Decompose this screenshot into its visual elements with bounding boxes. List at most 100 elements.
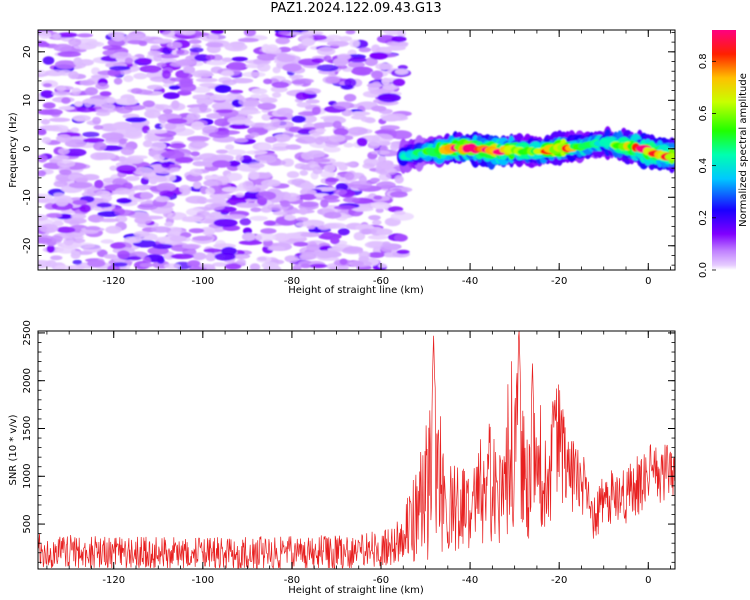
heatmap-noise-blob: [295, 91, 309, 101]
x-tick-label: -60: [373, 276, 389, 287]
heatmap-noise-blob: [362, 163, 375, 169]
heatmap-noise-blob: [249, 215, 268, 221]
heatmap-noise-blob: [193, 142, 209, 147]
heatmap-noise-blob: [375, 63, 393, 70]
heatmap-noise-blob: [57, 159, 76, 168]
heatmap-noise-blob: [335, 183, 349, 191]
heatmap-noise-blob: [222, 79, 237, 86]
heatmap-noise-blob: [205, 42, 224, 48]
heatmap-noise-blob: [344, 162, 357, 167]
heatmap-noise-blob: [53, 43, 73, 52]
snr-panel: -120 -100 -80 -60 -40 -20 0 500 1000 1500 2000 2500…: [8, 320, 676, 596]
heatmap-noise-blob: [257, 102, 277, 110]
heatmap-noise-blob: [112, 121, 133, 130]
heatmap-noise-blob: [392, 78, 406, 87]
heatmap-noise-blob: [48, 117, 71, 123]
heatmap-noise-blob: [57, 226, 76, 234]
heatmap-noise-blob: [169, 235, 187, 242]
heatmap-noise-blob: [67, 264, 86, 270]
heatmap-noise-blob: [348, 260, 373, 268]
heatmap-noise-blob: [344, 78, 357, 88]
heatmap-noise-blob: [180, 30, 196, 36]
heatmap-noise-blob: [356, 137, 368, 147]
signal-trace-blob: [665, 153, 675, 161]
heatmap-noise-blob: [59, 169, 72, 176]
colorbar-gradient: [712, 30, 736, 270]
y-tick-label: 1500: [22, 416, 33, 441]
heatmap-noise-blob: [309, 263, 328, 269]
heatmap-noise-blob: [179, 184, 192, 194]
heatmap-noise-blob: [396, 249, 410, 255]
heatmap-noise-blob: [299, 201, 319, 208]
heatmap-noise-blob: [126, 96, 136, 104]
heatmap-noise-blob: [261, 261, 279, 269]
heatmap-noise-blob: [188, 228, 205, 234]
heatmap-noise-blob: [61, 97, 71, 104]
heatmap-noise-blob: [237, 109, 261, 115]
heatmap-noise-blob: [191, 121, 205, 131]
heatmap-noise-blob: [113, 77, 123, 85]
heatmap-noise-blob: [38, 170, 47, 177]
heatmap-noise-blob: [257, 63, 271, 72]
heatmap-noise-blob: [352, 207, 374, 212]
heatmap-noise-blob: [358, 255, 370, 262]
heatmap-noise-blob: [339, 36, 353, 42]
heatmap-noise-blob: [319, 47, 333, 52]
heatmap-cells: [38, 30, 675, 270]
heatmap-noise-blob: [167, 212, 187, 221]
heatmap-noise-blob: [270, 146, 289, 151]
heatmap-noise-blob: [303, 88, 321, 95]
heatmap-noise-blob: [206, 266, 216, 270]
heatmap-noise-blob: [206, 60, 227, 66]
heatmap-noise-blob: [133, 231, 150, 237]
y-tick-label: 10: [22, 94, 33, 107]
heatmap-noise-blob: [212, 262, 228, 267]
heatmap-noise-blob: [325, 177, 340, 183]
heatmap-noise-blob: [68, 71, 79, 80]
heatmap-noise-blob: [238, 240, 263, 246]
heatmap-noise-blob: [272, 66, 281, 74]
heatmap-noise-blob: [63, 237, 74, 246]
heatmap-noise-blob: [343, 142, 354, 148]
heatmap-noise-blob: [82, 131, 100, 138]
heatmap-noise-blob: [76, 106, 96, 113]
heatmap-noise-blob: [95, 82, 110, 90]
heatmap-noise-blob: [296, 217, 309, 222]
heatmap-noise-blob: [280, 200, 291, 208]
heatmap-noise-blob: [140, 191, 153, 200]
heatmap-noise-blob: [128, 32, 145, 37]
heatmap-noise-blob: [265, 136, 277, 143]
heatmap-noise-blob: [84, 87, 98, 96]
heatmap-noise-blob: [293, 241, 309, 247]
heatmap-noise-blob: [205, 187, 216, 195]
colorbar-tick-label: 0.4: [698, 158, 709, 174]
heatmap-noise-blob: [197, 72, 214, 77]
heatmap-noise-blob: [393, 210, 406, 215]
heatmap-noise-blob: [171, 100, 180, 109]
heatmap-noise-blob: [332, 120, 342, 129]
heatmap-noise-blob: [285, 144, 302, 150]
heatmap-noise-blob: [332, 101, 355, 110]
heatmap-noise-blob: [98, 218, 120, 223]
heatmap-noise-blob: [102, 45, 123, 51]
x-tick-label: -20: [551, 276, 567, 287]
heatmap-noise-blob: [306, 150, 326, 158]
heatmap-noise-blob: [112, 106, 124, 112]
heatmap-noise-blob: [130, 88, 143, 94]
heatmap-noise-blob: [162, 108, 173, 114]
heatmap-noise-blob: [376, 34, 397, 44]
heatmap-noise-blob: [133, 72, 148, 80]
heatmap-noise-blob: [38, 69, 46, 75]
heatmap-noise-blob: [38, 214, 49, 221]
spectrogram-xlabel: Height of straight line (km): [288, 285, 424, 296]
colorbar-tick-label: 0.0: [698, 262, 709, 278]
heatmap-noise-blob: [272, 120, 294, 129]
heatmap-noise-blob: [322, 194, 340, 200]
heatmap-noise-blob: [125, 117, 147, 123]
heatmap-noise-blob: [128, 256, 142, 261]
heatmap-noise-blob: [231, 56, 248, 62]
heatmap-noise-blob: [250, 207, 262, 213]
heatmap-noise-blob: [92, 116, 102, 125]
heatmap-noise-blob: [372, 219, 382, 226]
